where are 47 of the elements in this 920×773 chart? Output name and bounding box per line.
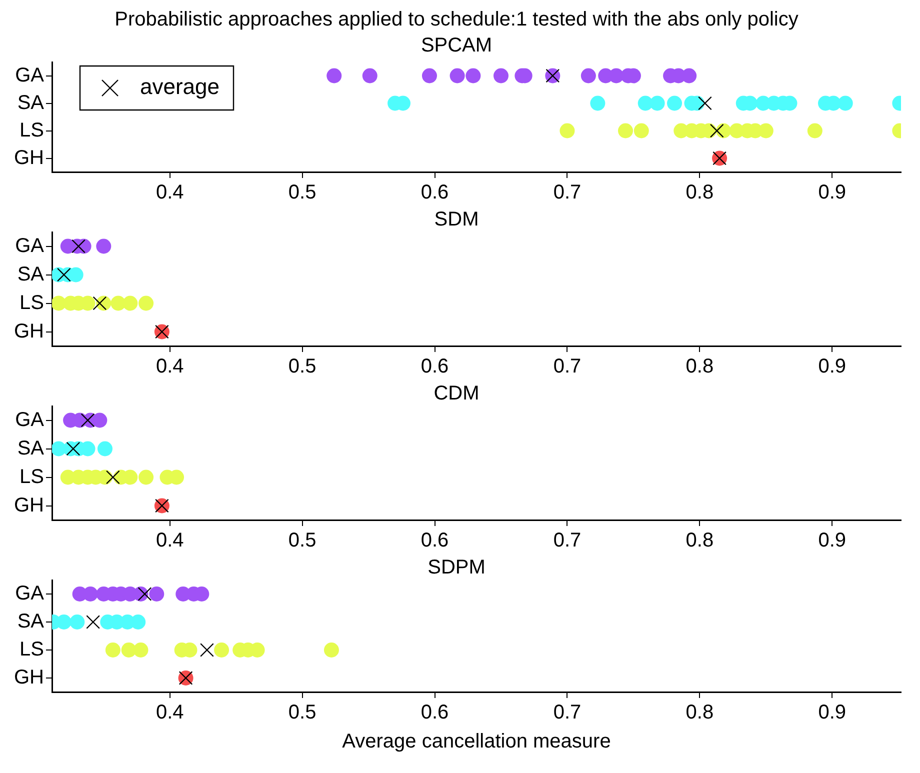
legend-label: average xyxy=(140,74,220,100)
y-tick-label: GA xyxy=(15,582,45,605)
x-tick-label: 0.7 xyxy=(553,530,582,552)
y-tick-label: GA xyxy=(15,408,45,431)
x-tick-label: 0.7 xyxy=(553,702,582,724)
x-tick-label: 0.5 xyxy=(288,702,316,724)
chart-title: SDM xyxy=(434,208,479,231)
chart-title: CDM xyxy=(434,382,480,405)
x-axis-title: Average cancellation measure xyxy=(342,730,611,753)
x-tick-label: 0.4 xyxy=(156,182,184,204)
chart-subtitle: SPCAM xyxy=(420,34,492,57)
x-tick-label: 0.6 xyxy=(420,530,449,552)
y-tick-label: SA xyxy=(17,610,45,633)
x-tick-label: 0.9 xyxy=(818,356,846,378)
y-tick-label: GA xyxy=(15,234,45,257)
x-tick-label: 0.8 xyxy=(686,356,714,378)
y-tick-label: GH xyxy=(14,666,44,689)
y-tick-label: GH xyxy=(14,320,44,342)
y-tick-label: LS xyxy=(20,638,44,661)
x-tick-label: 0.4 xyxy=(156,702,184,724)
y-tick-label: SA xyxy=(17,263,45,286)
x-tick-label: 0.8 xyxy=(686,182,714,204)
x-tick-label: 0.8 xyxy=(686,702,714,724)
y-tick-label: GH xyxy=(14,146,44,169)
x-tick-label: 0.7 xyxy=(553,182,582,204)
x-tick-label: 0.6 xyxy=(420,702,449,724)
x-tick-label: 0.6 xyxy=(420,356,449,378)
x-tick-label: 0.5 xyxy=(288,530,316,552)
y-tick-label: LS xyxy=(20,292,44,314)
x-tick-label: 0.8 xyxy=(686,530,714,552)
y-tick-label: SA xyxy=(17,92,45,114)
chart-title: SDPM xyxy=(428,556,486,579)
chart-title: Probabilistic approaches applied to schedule:1 tested with the abs only policy xyxy=(114,8,798,31)
y-tick-label: LS xyxy=(20,466,44,488)
x-tick-label: 0.6 xyxy=(420,182,449,204)
x-tick-label: 0.9 xyxy=(818,702,846,724)
y-tick-label: GH xyxy=(14,494,44,516)
y-tick-label: GA xyxy=(15,64,45,86)
x-tick-label: 0.7 xyxy=(553,356,582,378)
x-tick-label: 0.5 xyxy=(288,356,316,378)
x-tick-label: 0.4 xyxy=(156,356,184,378)
x-tick-label: 0.4 xyxy=(156,530,184,552)
x-tick-label: 0.9 xyxy=(818,182,846,204)
x-tick-label: 0.9 xyxy=(818,530,846,552)
x-tick-label: 0.5 xyxy=(288,182,316,204)
y-tick-label: SA xyxy=(17,437,45,460)
y-tick-label: LS xyxy=(20,119,44,142)
